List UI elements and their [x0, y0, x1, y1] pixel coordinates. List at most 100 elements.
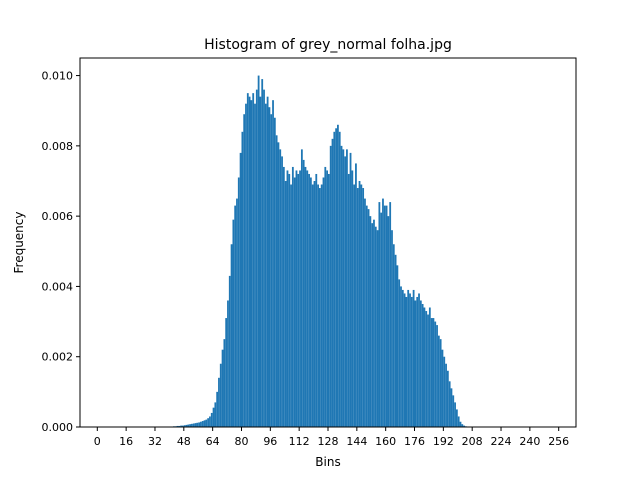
histogram-bar [194, 423, 197, 427]
histogram-bar [295, 170, 298, 427]
histogram-bar [243, 114, 246, 427]
histogram-bar [207, 418, 210, 427]
x-tick-label: 160 [375, 435, 396, 448]
histogram-bar [367, 209, 370, 427]
histogram-bar [423, 307, 426, 427]
histogram-bar [365, 205, 368, 427]
histogram-bar [347, 173, 350, 427]
x-tick-label: 96 [263, 435, 277, 448]
histogram-bar [419, 300, 422, 427]
histogram-bar [239, 152, 242, 427]
histogram-bar [234, 205, 237, 427]
histogram-bar [396, 265, 399, 427]
histogram-bar [428, 307, 431, 427]
histogram-bar [328, 173, 330, 427]
histogram-bar [257, 75, 260, 427]
x-tick-label: 64 [206, 435, 220, 448]
histogram-bar [450, 388, 453, 427]
x-tick-label: 224 [491, 435, 512, 448]
histogram-bar [254, 103, 256, 427]
x-axis-ticks: 0 16 32 48 64 80 96 112 128 144 160 176 192 208 224 240… [94, 427, 569, 448]
histogram-bar [299, 170, 301, 427]
histogram-bar [259, 96, 262, 427]
histogram-bar [409, 293, 411, 427]
histogram-bar [225, 318, 228, 427]
histogram-bar [318, 188, 321, 427]
histogram-bar [376, 230, 379, 427]
histogram-bar [248, 96, 251, 427]
histogram-bar [383, 205, 386, 427]
histogram-bar [355, 163, 357, 427]
histogram-bar [403, 293, 406, 427]
histogram-bar [214, 402, 217, 427]
histogram-bar [391, 230, 393, 427]
histogram-bar [216, 391, 219, 427]
x-tick-label: 256 [548, 435, 569, 448]
histogram-bar [387, 216, 390, 427]
y-tick-label: 0.004 [42, 280, 74, 293]
y-tick-label: 0.010 [42, 70, 74, 83]
histogram-bar [264, 103, 267, 427]
histogram-bar [421, 304, 424, 427]
histogram-bar [279, 149, 282, 427]
histogram-bar [337, 124, 339, 428]
histogram-bar [392, 244, 395, 427]
histogram-bar [443, 356, 446, 427]
histogram-bar [196, 422, 199, 427]
histogram-bar [302, 159, 305, 427]
histogram-bar [349, 152, 352, 427]
histogram-bar [221, 349, 224, 427]
histogram-bar [250, 100, 253, 428]
histogram-bar [281, 156, 283, 427]
histogram-bar [223, 339, 226, 427]
histogram-bar [437, 335, 440, 427]
histogram-bar [255, 89, 258, 427]
x-tick-label: 48 [177, 435, 191, 448]
y-tick-label: 0.002 [42, 351, 74, 364]
histogram-bar [241, 131, 244, 428]
histogram-bar [291, 166, 294, 427]
histogram-bar [407, 289, 410, 427]
x-tick-label: 192 [433, 435, 454, 448]
histogram-bar [340, 145, 343, 428]
histogram-bar [459, 421, 462, 427]
histogram-bar [286, 170, 289, 427]
histogram-bar [382, 198, 384, 427]
histogram-bar [400, 286, 402, 427]
histogram-bar [360, 184, 363, 427]
histogram-bar [306, 170, 309, 427]
histogram-bar [205, 419, 208, 427]
histogram-bar [369, 216, 372, 427]
histogram-bar [203, 420, 206, 427]
histogram-bar [297, 173, 300, 427]
x-tick-label: 240 [519, 435, 540, 448]
histogram-bar [398, 279, 401, 427]
histogram-bar [374, 226, 377, 427]
histogram-bar [228, 275, 231, 427]
x-axis-label: Bins [315, 455, 340, 469]
histogram-bar [445, 363, 447, 427]
histogram-bar [304, 166, 307, 427]
histogram-bar [192, 423, 195, 427]
x-tick-label: 80 [234, 435, 248, 448]
histogram-bar [329, 145, 332, 428]
histogram-bar [288, 173, 291, 427]
histogram-bar [448, 381, 451, 427]
histogram-bar [455, 409, 458, 427]
histogram-bar [380, 212, 383, 427]
histogram-bar [344, 156, 347, 427]
histogram-bar [183, 425, 186, 427]
histogram-bar [252, 93, 255, 427]
y-axis-ticks: 0.000 0.002 0.004 0.006 0.008 0.010 [42, 70, 80, 434]
histogram-bar [317, 184, 319, 427]
histogram-bar [284, 181, 287, 427]
histogram-bar [218, 377, 220, 427]
histogram-bar [273, 117, 276, 428]
histogram-bar [333, 131, 336, 428]
histogram-bar [358, 181, 361, 427]
histogram-bar [189, 424, 192, 427]
histogram-bar [266, 96, 269, 427]
x-tick-label: 16 [119, 435, 133, 448]
histogram-bar [237, 177, 240, 427]
